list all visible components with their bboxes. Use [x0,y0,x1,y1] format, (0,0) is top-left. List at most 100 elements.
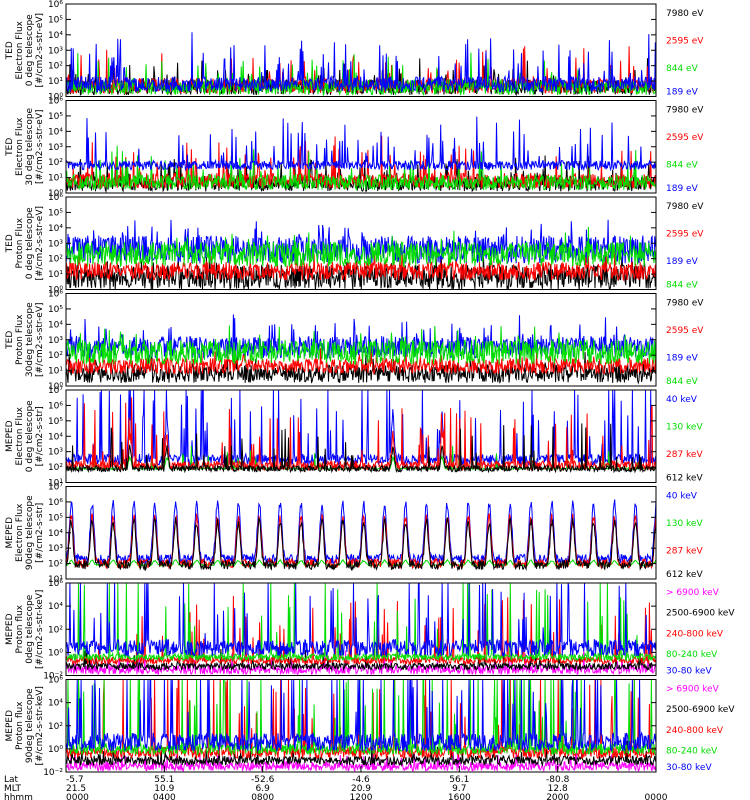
y-tick-label: 10⁰ [48,189,63,199]
legend-entry: 189 eV [666,354,699,364]
series-line-4-2 [65,345,657,376]
y-tick-label: 10⁶ [48,579,63,589]
y-tick-label: 10¹ [48,270,63,280]
y-tick-label: 10⁶ [48,97,63,107]
y-axis-label: 0deg telescope [25,594,35,664]
y-axis-label: Electron Flux [15,117,25,176]
y-axis-label: Proton flux [15,701,25,750]
series-line-1-4 [65,32,657,94]
y-tick-label: 10⁴ [48,127,63,137]
y-tick-label: 10⁴ [48,432,63,442]
legend-entry: 2500-6900 keV [666,609,735,619]
x-tick-label: 6.9 [256,784,271,794]
y-tick-label: 10⁶ [48,193,63,203]
legend-entry: 240-800 keV [666,629,724,639]
y-tick-label: 10¹ [48,174,63,184]
legend-entry: 612 keV [666,474,703,484]
legend-entry: 189 eV [666,184,699,194]
y-axis-label: TED [5,331,15,350]
legend-entry: 130 keV [666,423,703,433]
y-tick-label: 10² [48,625,63,635]
y-tick-label: 10⁻² [43,672,63,682]
y-tick-label: 10⁵ [48,15,63,25]
y-tick-label: 10¹ [48,367,63,377]
y-tick-label: 10⁻² [43,768,63,778]
series-line-5-4 [65,423,657,474]
legend-entry: 287 keV [666,547,703,557]
x-tick-label: -4.6 [352,775,370,785]
y-tick-label: 10⁵ [48,417,63,427]
x-tick-label: 56.1 [449,775,469,785]
y-axis-label: Proton Flux [15,314,25,365]
x-tick-label: -52.6 [251,775,275,785]
y-tick-label: 10⁵ [48,208,63,218]
series-line-7-5 [65,582,657,658]
series-line-7-3 [65,595,657,666]
y-axis-label: Electron Flux [15,503,25,562]
y-axis-label: 90deg telescope [25,688,35,763]
x-tick-label: 10.9 [154,784,174,794]
legend-entry: 7980 eV [666,299,704,309]
y-tick-label: 10³ [48,143,63,153]
legend-entry: 2595 eV [666,326,704,336]
y-tick-label: 10² [48,62,63,72]
y-tick-label: 10⁰ [48,745,63,755]
series-line-3-4 [65,226,657,268]
panel-7: 10⁻² 10⁰ 10² 10⁴ 10⁶ MEPED Proton flux 0deg tel… [5,579,735,682]
series-line-7-1 [65,649,657,676]
y-tick-label: 10³ [48,239,63,249]
y-axis-label: 0 deg telescope [25,400,35,472]
y-axis-label: [#/cm2-s-str-keV] [35,686,45,765]
x-tick-label: 20.9 [351,784,371,794]
series-line-4-3 [65,314,657,360]
y-tick-label: 10³ [48,448,63,458]
panel-5: 10¹ 10² 10³ 10⁴ 10⁵ 10⁶ 10⁷ MEPED Electron Flux 0… [5,386,703,489]
y-axis-label: [#/cm2-s-str-eV] [35,206,45,281]
y-axis-label: [#/cm2-s-str-eV] [35,109,45,184]
y-tick-label: 10⁴ [48,602,63,612]
x-tick-label: 12.8 [548,784,568,794]
x-row-label: hhmm [4,793,33,800]
x-tick-label: 55.1 [154,775,174,785]
x-tick-label: 1200 [350,793,373,800]
y-tick-label: 10⁶ [48,401,63,411]
y-tick-label: 10⁰ [48,93,63,103]
y-axis-label: 90deg telescope [25,495,35,570]
y-axis-label: [#/cm2-s-str-keV] [35,590,45,669]
y-axis-label: [#/cm2-s-str] [35,503,45,563]
x-tick-label: 0400 [153,793,176,800]
legend-entry: 2595 eV [666,133,704,143]
legend-entry: 7980 eV [666,202,704,212]
x-tick-label: 0000 [66,793,89,800]
legend-entry: 189 eV [666,257,699,267]
y-tick-label: 10⁴ [48,320,63,330]
legend-entry: 240-800 keV [666,726,724,736]
series-line-7-2 [65,648,657,672]
y-tick-label: 10² [48,560,63,570]
y-tick-label: 10³ [48,46,63,56]
panel-3: 10⁰ 10¹ 10² 10³ 10⁴ 10⁵ 10⁶ TED Proton Flux 0 deg… [5,193,704,296]
series-line-7-4 [65,582,657,663]
x-tick-label: 0800 [251,793,274,800]
y-tick-label: 10⁷ [48,483,63,493]
y-tick-label: 10⁵ [48,513,63,523]
legend-entry: 2595 eV [666,37,704,47]
series-line-2-3 [65,145,657,192]
panel-6: 10¹ 10² 10³ 10⁴ 10⁵ 10⁶ 10⁷ MEPED Electron Flux 9… [5,483,703,586]
legend-entry: 80-240 keV [666,746,718,756]
legend-entry: > 6900 keV [666,588,720,598]
y-axis-label: MEPED [5,613,15,645]
y-tick-label: 10⁰ [48,648,63,658]
legend-entry: 2595 eV [666,230,704,240]
y-axis-label: TED [5,234,15,253]
y-tick-label: 10³ [48,336,63,346]
series-line-3-2 [65,248,657,282]
legend-entry: 287 keV [666,450,703,460]
y-axis-label: 30 deg telescope [25,107,35,185]
y-tick-label: 10⁴ [48,699,63,709]
legend-entry: > 6900 keV [666,685,720,695]
legend-entry: 30-80 keV [666,667,712,677]
y-tick-label: 10² [48,158,63,168]
chart-panels: 10⁰ 10¹ 10² 10³ 10⁴ 10⁵ 10⁶ TED Electron Flux 0 d… [5,0,735,778]
